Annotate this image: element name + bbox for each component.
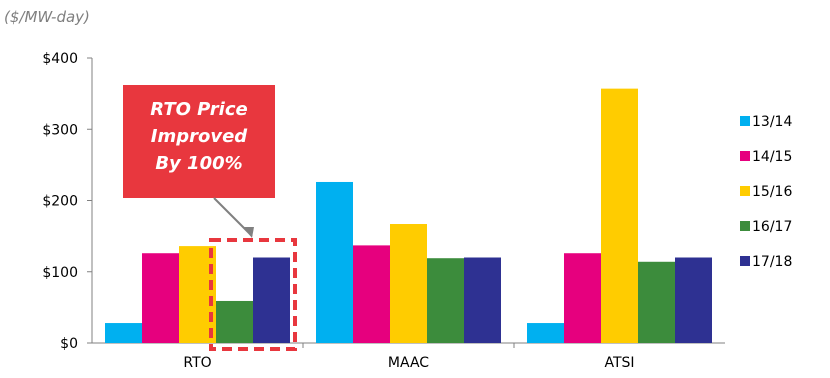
bar-maac-14-15 — [353, 245, 390, 343]
callout-box — [123, 85, 275, 198]
legend-swatch-16-17 — [740, 221, 750, 231]
bar-rto-14-15 — [142, 253, 179, 343]
legend-label-17-18: 17/18 — [752, 254, 792, 270]
y-tick-label: $400 — [42, 51, 78, 67]
callout-text-line: Improved — [151, 126, 249, 147]
highlight-box — [209, 238, 297, 351]
bar-rto-16-17 — [216, 300, 253, 343]
x-tick-label-atsi: ATSI — [604, 355, 634, 371]
callout-text-line: By 100% — [155, 153, 242, 174]
bar-atsi-16-17 — [638, 261, 675, 343]
y-tick-label: $200 — [42, 194, 78, 210]
x-tick-label-rto: RTO — [183, 355, 211, 371]
legend-label-15-16: 15/16 — [752, 184, 792, 200]
bar-atsi-14-15 — [564, 253, 601, 343]
bar-rto-15-16 — [179, 246, 216, 343]
legend-label-14-15: 14/15 — [752, 149, 792, 165]
bar-maac-13-14 — [316, 181, 353, 343]
units-label: ($/MW-day) — [4, 8, 90, 26]
bar-maac-15-16 — [390, 224, 427, 343]
bar-rto-17-18 — [253, 257, 290, 343]
callout-arrow-head — [243, 227, 254, 238]
legend-swatch-17-18 — [740, 256, 750, 266]
legend-swatch-13-14 — [740, 116, 750, 126]
legend-swatch-14-15 — [740, 151, 750, 161]
legend-label-16-17: 16/17 — [752, 219, 792, 235]
legend-swatch-15-16 — [740, 186, 750, 196]
callout-text-line: RTO Price — [150, 99, 247, 120]
x-tick-label-maac: MAAC — [388, 355, 429, 371]
legend-label-13-14: 13/14 — [752, 114, 792, 130]
y-tick-label: $100 — [42, 265, 78, 281]
y-tick-label: $300 — [42, 122, 78, 138]
bar-rto-13-14 — [105, 323, 142, 343]
bar-atsi-17-18 — [675, 257, 712, 343]
bar-atsi-15-16 — [601, 88, 638, 343]
bar-maac-16-17 — [427, 258, 464, 343]
bar-maac-17-18 — [464, 257, 501, 343]
bar-atsi-13-14 — [527, 323, 564, 343]
y-tick-label: $0 — [60, 336, 78, 352]
